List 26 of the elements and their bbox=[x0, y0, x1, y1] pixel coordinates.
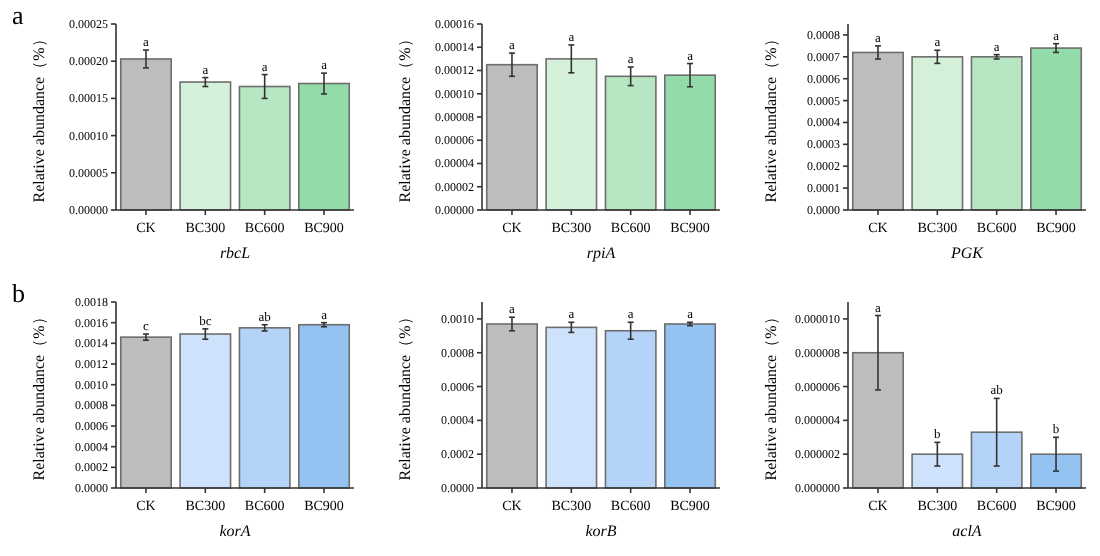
y-axis-title: Relative abundance（%） bbox=[762, 309, 780, 481]
bar bbox=[238, 85, 291, 211]
bar bbox=[664, 74, 717, 211]
bar bbox=[179, 81, 232, 211]
bar bbox=[970, 431, 1023, 489]
bar bbox=[911, 453, 964, 489]
bar bbox=[604, 75, 657, 211]
bar bbox=[485, 63, 538, 211]
y-axis-title: Relative abundance（%） bbox=[396, 31, 414, 203]
bar bbox=[545, 58, 598, 211]
bar bbox=[1030, 453, 1083, 489]
x-axis-title: korA bbox=[219, 522, 251, 540]
x-axis-title: rpiA bbox=[586, 244, 616, 262]
y-axis-title: Relative abundance（%） bbox=[30, 31, 48, 203]
x-axis-title: PGK bbox=[949, 244, 985, 262]
x-axis-title: korB bbox=[585, 522, 617, 540]
bar bbox=[851, 351, 904, 489]
x-axis-title: rbcL bbox=[219, 244, 252, 262]
bar bbox=[119, 58, 172, 211]
y-axis-title: Relative abundance（%） bbox=[30, 309, 48, 481]
y-axis-title: Relative abundance（%） bbox=[762, 31, 780, 203]
x-axis-title: aclA bbox=[952, 522, 982, 540]
bar bbox=[298, 82, 351, 211]
text: b bbox=[12, 278, 25, 308]
y-axis-title: Relative abundance（%） bbox=[396, 309, 414, 481]
text: a bbox=[12, 0, 24, 30]
